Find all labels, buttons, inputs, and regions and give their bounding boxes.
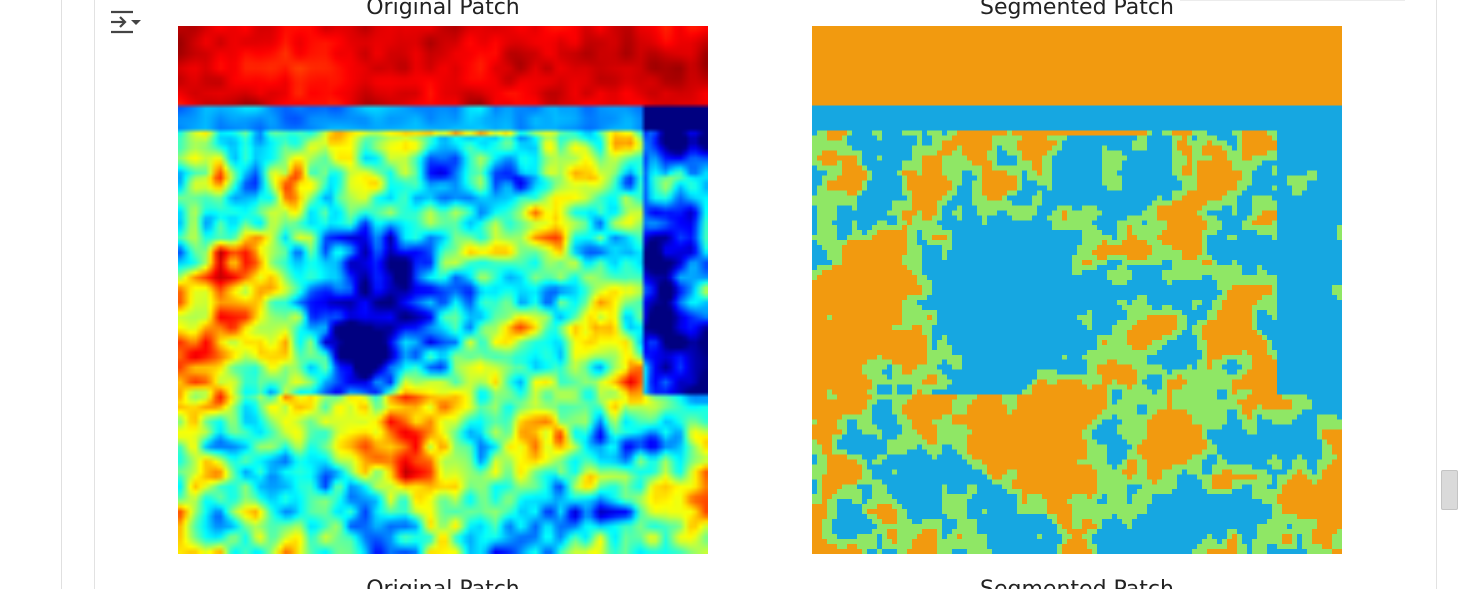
scrollbar-track[interactable] bbox=[1438, 0, 1461, 589]
output-top-strip bbox=[1180, 0, 1405, 1]
original-patch-title: Original Patch bbox=[366, 0, 520, 20]
original-patch-image bbox=[178, 26, 708, 554]
segmented-patch-map bbox=[812, 26, 1342, 554]
original-patch-heatmap bbox=[178, 26, 708, 554]
segmented-patch-caption: Segmented Patch bbox=[812, 576, 1342, 589]
original-patch-caption: Original Patch bbox=[178, 576, 708, 589]
output-toggle-icon bbox=[111, 10, 141, 34]
segmented-patch-title: Segmented Patch bbox=[980, 0, 1174, 20]
output-toggle-button[interactable] bbox=[106, 6, 144, 38]
segmented-patch-image bbox=[812, 26, 1342, 554]
cell-gutter-divider bbox=[61, 0, 62, 589]
scrollbar-thumb[interactable] bbox=[1441, 470, 1458, 510]
